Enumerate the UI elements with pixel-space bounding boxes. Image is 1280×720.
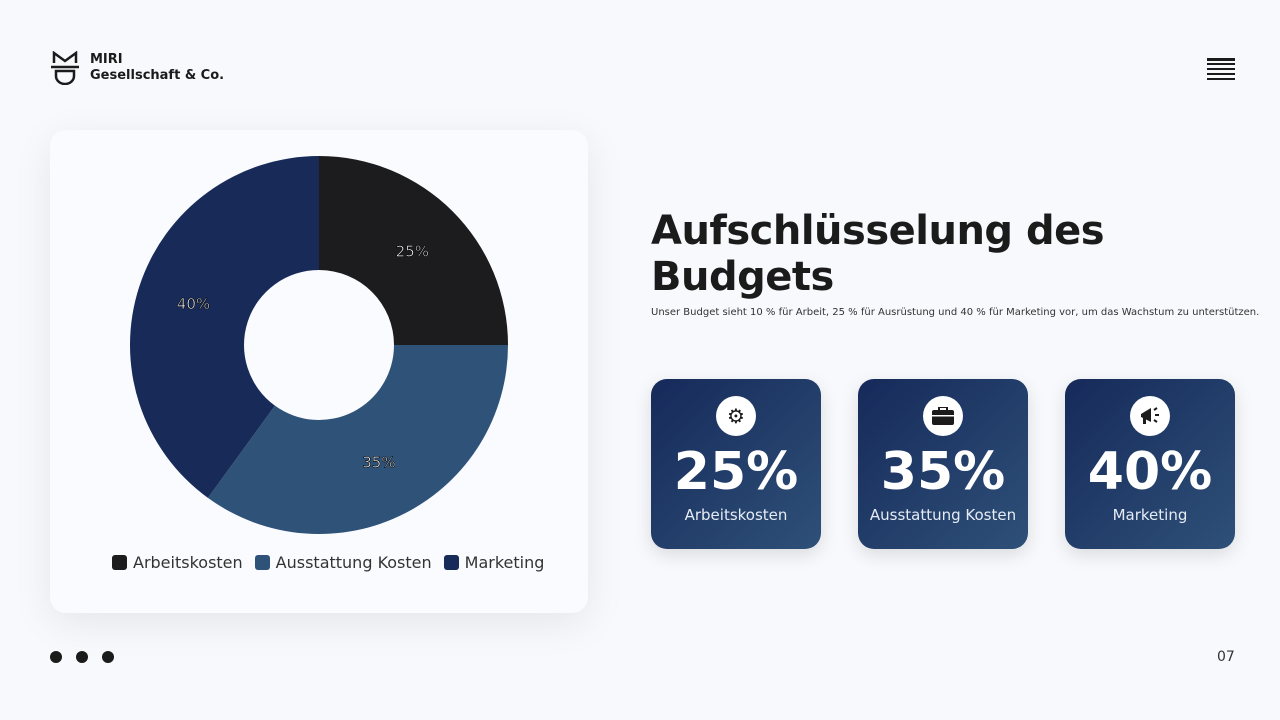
legend-swatch — [443, 555, 459, 570]
dot[interactable] — [102, 651, 114, 663]
briefcase-icon — [923, 396, 963, 436]
legend-label: Arbeitskosten — [133, 553, 243, 572]
stat-tile: 40% Marketing — [1065, 379, 1235, 549]
donut-chart: 25% 35% 40% — [130, 156, 509, 534]
chart-legend: Arbeitskosten Ausstattung Kosten Marketi… — [112, 553, 544, 572]
dot[interactable] — [76, 651, 88, 663]
stat-label: Marketing — [1112, 506, 1188, 524]
data-label: 35% — [362, 454, 395, 472]
data-label: 25% — [396, 243, 429, 261]
legend-label: Marketing — [464, 553, 545, 572]
brand-name: MIRI — [90, 52, 123, 67]
chart-card: 25% 35% 40% Arbeitskosten Ausstattung Kost… — [50, 130, 588, 613]
stat-label: Arbeitskosten — [684, 506, 788, 524]
page-title: Aufschlüsselung des Budgets — [651, 208, 1105, 300]
description: Unser Budget sieht 10 % für Arbeit, 25 %… — [651, 307, 1260, 318]
menu-icon[interactable] — [1207, 58, 1235, 80]
stat-value: 40% — [1087, 442, 1213, 502]
stat-value: 35% — [880, 442, 1006, 502]
legend-swatch — [254, 555, 270, 570]
donut-slice-ausstattung-kosten — [207, 345, 509, 534]
logo-icon — [51, 51, 79, 85]
stat-value: 25% — [673, 442, 799, 502]
legend-label: Ausstattung Kosten — [275, 553, 432, 572]
legend-swatch — [112, 555, 127, 570]
stat-label: Ausstattung Kosten — [869, 506, 1017, 524]
legend-item: Ausstattung Kosten — [254, 553, 432, 572]
data-label: 40% — [177, 295, 210, 313]
stat-tile: ⚙ 25% Arbeitskosten — [651, 379, 821, 549]
megaphone-icon — [1130, 396, 1170, 436]
pagination-dots — [50, 651, 114, 663]
stat-tile: 35% Ausstattung Kosten — [858, 379, 1028, 549]
dot[interactable] — [50, 651, 62, 663]
legend-item: Arbeitskosten — [112, 553, 243, 572]
legend-item: Marketing — [443, 553, 545, 572]
brand-logo: MIRI Gesellschaft & Co. — [50, 51, 224, 85]
donut-slice-arbeitskosten — [319, 156, 508, 345]
donut-slice-marketing — [130, 156, 319, 498]
brand-subtitle: Gesellschaft & Co. — [90, 68, 225, 83]
gear-icon: ⚙ — [716, 396, 756, 436]
page-number: 07 — [1217, 649, 1235, 665]
